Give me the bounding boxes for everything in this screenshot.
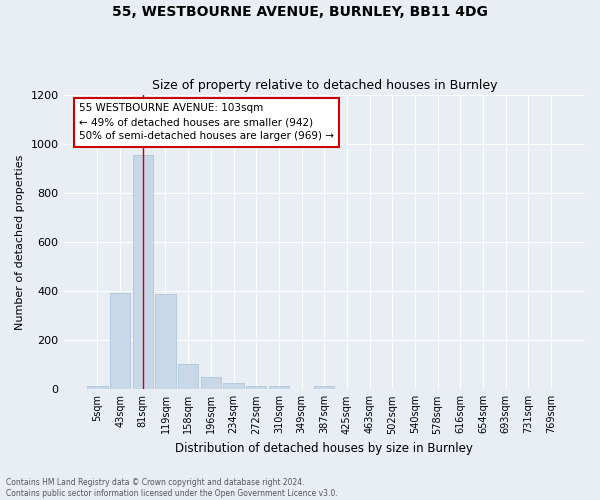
Y-axis label: Number of detached properties: Number of detached properties xyxy=(15,154,25,330)
Bar xyxy=(314,386,334,390)
Bar xyxy=(269,386,289,390)
Bar xyxy=(200,376,221,390)
Bar xyxy=(155,294,176,390)
Bar xyxy=(178,364,199,390)
Bar xyxy=(133,154,153,390)
Text: 55, WESTBOURNE AVENUE, BURNLEY, BB11 4DG: 55, WESTBOURNE AVENUE, BURNLEY, BB11 4DG xyxy=(112,5,488,19)
Text: 55 WESTBOURNE AVENUE: 103sqm
← 49% of detached houses are smaller (942)
50% of s: 55 WESTBOURNE AVENUE: 103sqm ← 49% of de… xyxy=(79,104,334,142)
Bar xyxy=(110,293,130,390)
Title: Size of property relative to detached houses in Burnley: Size of property relative to detached ho… xyxy=(152,79,497,92)
Text: Contains HM Land Registry data © Crown copyright and database right 2024.
Contai: Contains HM Land Registry data © Crown c… xyxy=(6,478,338,498)
Bar xyxy=(223,383,244,390)
Bar xyxy=(87,386,107,390)
X-axis label: Distribution of detached houses by size in Burnley: Distribution of detached houses by size … xyxy=(175,442,473,455)
Bar xyxy=(246,386,266,390)
